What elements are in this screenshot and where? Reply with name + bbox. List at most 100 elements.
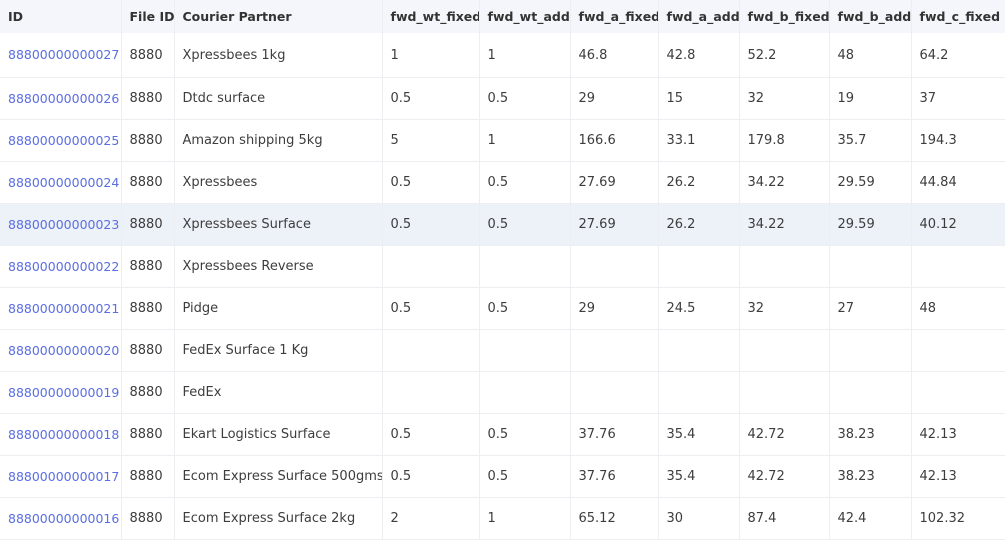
cell-file-id: 8880 — [121, 287, 175, 330]
table-body: 88800000000027 8880 Xpressbees 1kg 1 1 46.8 42… — [0, 33, 1005, 540]
cell-fwd-c-fixed: 44.84 — [911, 161, 1005, 204]
column-header-fwd-wt-add[interactable]: fwd_wt_add — [479, 0, 571, 33]
record-id-link[interactable]: 88800000000017 — [8, 468, 120, 484]
table-row[interactable]: 88800000000020 8880 FedEx Surface 1 Kg — [0, 329, 1005, 372]
column-header-fwd-b-fixed[interactable]: fwd_b_fixed — [739, 0, 830, 33]
cell-fwd-b-add — [829, 371, 912, 414]
cell-fwd-wt-add — [479, 371, 571, 414]
cell-courier-partner: Xpressbees Surface — [174, 203, 383, 246]
cell-courier-partner: Pidge — [174, 287, 383, 330]
cell-fwd-a-fixed: 166.6 — [570, 119, 659, 162]
cell-id: 88800000000024 — [0, 161, 122, 204]
column-header-fwd-b-add[interactable]: fwd_b_add — [829, 0, 912, 33]
record-id-link[interactable]: 88800000000027 — [8, 47, 120, 62]
cell-fwd-wt-add — [479, 329, 571, 372]
column-header-fwd-a-fixed[interactable]: fwd_a_fixed — [570, 0, 659, 33]
column-header-courier-partner[interactable]: Courier Partner — [174, 0, 383, 33]
record-id-link[interactable]: 88800000000025 — [8, 132, 120, 148]
cell-fwd-a-add — [658, 245, 740, 288]
cell-fwd-wt-fixed: 0.5 — [382, 161, 480, 204]
cell-file-id: 8880 — [121, 413, 175, 456]
cell-fwd-a-add — [658, 329, 740, 372]
cell-fwd-wt-fixed: 1 — [382, 33, 480, 78]
cell-file-id: 8880 — [121, 33, 175, 78]
cell-id: 88800000000027 — [0, 33, 122, 78]
cell-fwd-b-fixed: 179.8 — [739, 119, 830, 162]
cell-fwd-a-fixed: 29 — [570, 287, 659, 330]
column-header-fwd-a-add[interactable]: fwd_a_add — [658, 0, 740, 33]
cell-fwd-b-fixed: 34.22 — [739, 161, 830, 204]
cell-fwd-c-fixed: 42.13 — [911, 455, 1005, 498]
cell-fwd-a-add: 35.4 — [658, 455, 740, 498]
cell-fwd-wt-fixed — [382, 371, 480, 414]
table-row[interactable]: 88800000000024 8880 Xpressbees 0.5 0.5 27.69 2… — [0, 161, 1005, 204]
table-row[interactable]: 88800000000018 8880 Ekart Logistics Surfac… — [0, 413, 1005, 456]
record-id-link[interactable]: 88800000000016 — [8, 510, 120, 526]
cell-courier-partner: FedEx Surface 1 Kg — [174, 329, 383, 372]
cell-file-id: 8880 — [121, 245, 175, 288]
record-id-link[interactable]: 88800000000021 — [8, 300, 120, 316]
cell-fwd-b-fixed: 32 — [739, 287, 830, 330]
cell-fwd-c-fixed: 194.3 — [911, 119, 1005, 162]
cell-fwd-a-add: 42.8 — [658, 33, 740, 78]
record-id-link[interactable]: 88800000000020 — [8, 342, 120, 358]
cell-id: 88800000000018 — [0, 413, 122, 456]
cell-fwd-wt-add: 0.5 — [479, 413, 571, 456]
cell-courier-partner: FedEx — [174, 371, 383, 414]
record-id-link[interactable]: 88800000000018 — [8, 426, 120, 442]
cell-id: 88800000000025 — [0, 119, 122, 162]
column-header-fwd-wt-fixed[interactable]: fwd_wt_fixed — [382, 0, 480, 33]
cell-fwd-wt-fixed: 0.5 — [382, 203, 480, 246]
cell-fwd-a-add: 35.4 — [658, 413, 740, 456]
cell-fwd-b-add: 29.59 — [829, 161, 912, 204]
table-row[interactable]: 88800000000026 8880 Dtdc surface 0.5 0.5 29 15… — [0, 77, 1005, 120]
cell-fwd-wt-add: 0.5 — [479, 161, 571, 204]
cell-fwd-b-fixed — [739, 371, 830, 414]
record-id-link[interactable]: 88800000000024 — [8, 174, 120, 190]
table-row[interactable]: 88800000000027 8880 Xpressbees 1kg 1 1 46.8 42… — [0, 33, 1005, 78]
table-row[interactable]: 88800000000021 8880 Pidge 0.5 0.5 29 24.5 32 27 4… — [0, 287, 1005, 330]
record-id-link[interactable]: 88800000000022 — [8, 258, 120, 274]
cell-fwd-b-add: 29.59 — [829, 203, 912, 246]
cell-fwd-c-fixed: 40.12 — [911, 203, 1005, 246]
table-row[interactable]: 88800000000016 8880 Ecom Express Surface 2… — [0, 497, 1005, 540]
cell-fwd-b-add: 38.23 — [829, 413, 912, 456]
record-id-link[interactable]: 88800000000019 — [8, 384, 120, 400]
cell-fwd-a-fixed: 37.76 — [570, 413, 659, 456]
cell-fwd-b-fixed: 42.72 — [739, 413, 830, 456]
cell-file-id: 8880 — [121, 77, 175, 120]
cell-file-id: 8880 — [121, 497, 175, 540]
column-header-fwd-c-fixed[interactable]: fwd_c_fixed — [911, 0, 1005, 33]
cell-fwd-wt-fixed — [382, 245, 480, 288]
table-row[interactable]: 88800000000022 8880 Xpressbees Reverse — [0, 245, 1005, 288]
record-id-link[interactable]: 88800000000026 — [8, 90, 120, 106]
cell-file-id: 8880 — [121, 161, 175, 204]
cell-fwd-wt-fixed: 2 — [382, 497, 480, 540]
cell-id: 88800000000019 — [0, 371, 122, 414]
table-row[interactable]: 88800000000023 8880 Xpressbees Surface 0.5 0… — [0, 203, 1005, 246]
table-row[interactable]: 88800000000025 8880 Amazon shipping 5kg 5 1 1… — [0, 119, 1005, 162]
cell-fwd-wt-fixed: 0.5 — [382, 455, 480, 498]
record-id-link[interactable]: 88800000000023 — [8, 216, 120, 232]
column-header-file-id[interactable]: File ID — [121, 0, 175, 33]
cell-fwd-a-fixed: 27.69 — [570, 161, 659, 204]
cell-fwd-wt-add: 1 — [479, 33, 571, 78]
cell-fwd-a-add: 26.2 — [658, 161, 740, 204]
cell-fwd-wt-add — [479, 245, 571, 288]
column-header-id[interactable]: ID — [0, 0, 122, 33]
cell-fwd-a-fixed: 65.12 — [570, 497, 659, 540]
header-row: ID File ID Courier Partner fwd_wt_fixed … — [0, 0, 1005, 33]
cell-fwd-a-fixed — [570, 371, 659, 414]
table-row[interactable]: 88800000000017 8880 Ecom Express Surface 5… — [0, 455, 1005, 498]
cell-fwd-b-fixed — [739, 329, 830, 372]
cell-fwd-a-add: 24.5 — [658, 287, 740, 330]
cell-fwd-wt-add: 0.5 — [479, 203, 571, 246]
table-header: ID File ID Courier Partner fwd_wt_fixed … — [0, 0, 1005, 33]
cell-courier-partner: Xpressbees — [174, 161, 383, 204]
cell-courier-partner: Xpressbees Reverse — [174, 245, 383, 288]
cell-fwd-b-add: 48 — [829, 33, 912, 78]
cell-fwd-c-fixed — [911, 329, 1005, 372]
cell-fwd-b-fixed: 52.2 — [739, 33, 830, 78]
table-row[interactable]: 88800000000019 8880 FedEx — [0, 371, 1005, 414]
cell-fwd-b-add: 42.4 — [829, 497, 912, 540]
